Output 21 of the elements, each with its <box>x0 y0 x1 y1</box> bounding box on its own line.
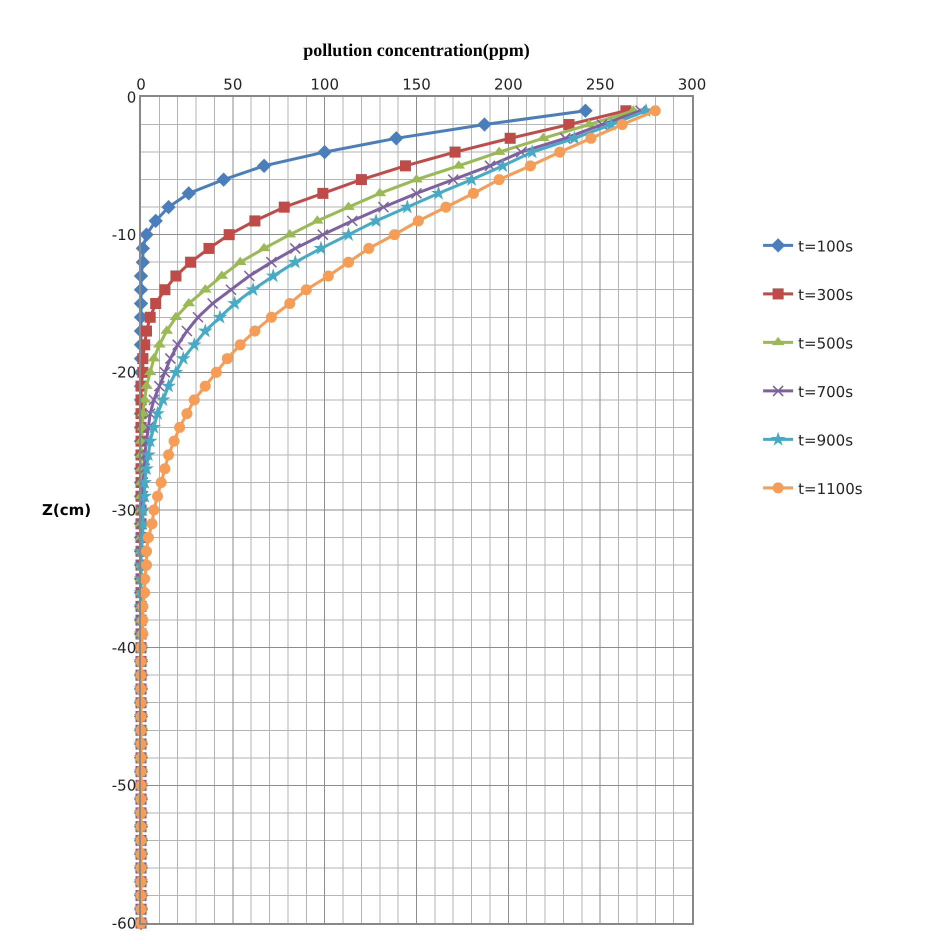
y-tick-label: -20 <box>112 364 136 382</box>
y-tick-label: 0 <box>126 88 136 106</box>
y-tick-label: -30 <box>112 501 136 520</box>
legend-label: t=900s <box>798 431 854 450</box>
y-tick-label: -10 <box>112 226 136 244</box>
x-tick-label: 250 <box>586 75 614 94</box>
legend-label: t=700s <box>798 382 854 401</box>
x-axis-title: pollution concentration(ppm) <box>303 40 530 60</box>
y-tick-label: -40 <box>112 638 136 657</box>
legend-label: t=300s <box>798 286 854 304</box>
x-tick-label: 150 <box>402 75 431 94</box>
legend-label: t=500s <box>798 334 854 352</box>
x-tick-label: 200 <box>494 75 523 94</box>
y-tick-label: -50 <box>112 776 136 795</box>
x-tick-label: 300 <box>678 75 706 94</box>
x-tick-label: 100 <box>310 75 339 94</box>
y-axis-title: Z(cm) <box>42 501 92 519</box>
legend-label: t=1100s <box>798 480 863 498</box>
legend-label: t=100s <box>798 237 854 256</box>
y-tick-label: -60 <box>112 914 136 932</box>
x-tick-label: 50 <box>223 75 242 94</box>
